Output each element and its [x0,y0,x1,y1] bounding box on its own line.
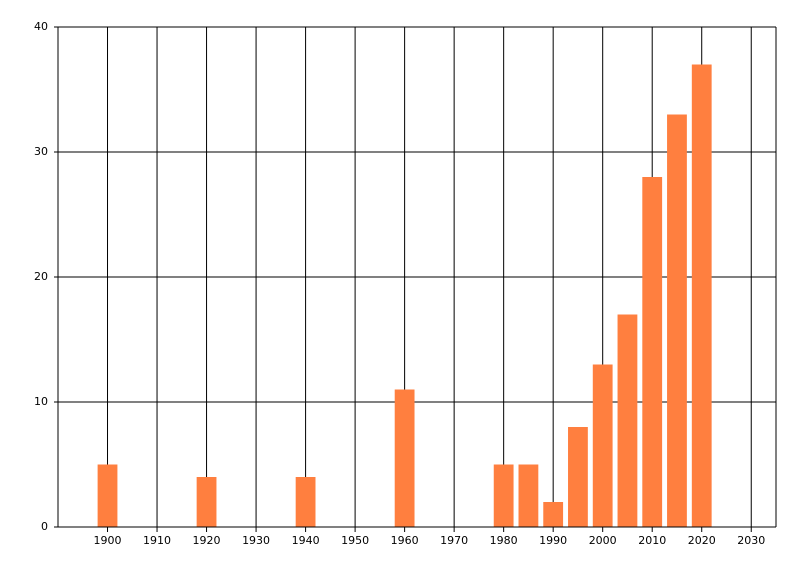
y-tick-label: 20 [34,270,48,283]
x-tick-label: 1960 [391,534,419,547]
y-tick-label: 30 [34,145,48,158]
bar [642,177,663,527]
bar [617,314,638,527]
x-tick-label: 1980 [490,534,518,547]
y-tick-label: 0 [41,520,48,533]
x-tick-label: 2020 [688,534,716,547]
bar [394,389,415,527]
x-tick-label: 1930 [242,534,270,547]
bar [518,464,539,527]
bar [667,114,687,527]
bar [691,64,712,527]
bar [97,464,118,527]
bar [196,477,217,527]
bar [295,477,316,527]
x-tick-label: 2010 [638,534,666,547]
x-tick-label: 1990 [539,534,567,547]
bar [543,502,564,527]
x-tick-label: 1950 [341,534,369,547]
x-tick-label: 2000 [589,534,617,547]
x-tick-label: 1940 [292,534,320,547]
y-tick-label: 40 [34,20,48,33]
bar [568,427,588,527]
x-tick-label: 1910 [143,534,171,547]
y-tick-label: 10 [34,395,48,408]
bar [592,364,613,527]
x-tick-label: 1900 [94,534,122,547]
x-tick-label: 1970 [440,534,468,547]
x-tick-label: 1920 [193,534,221,547]
bar [493,464,514,527]
x-tick-label: 2030 [737,534,765,547]
